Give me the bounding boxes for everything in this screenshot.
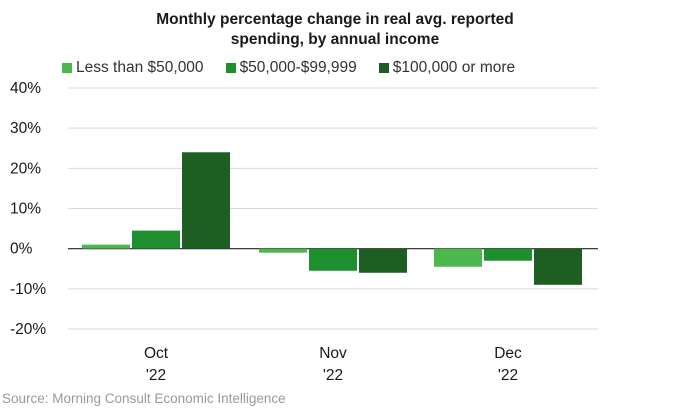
x-tick-label: Nov bbox=[319, 345, 347, 362]
legend-swatch-less-than-50k bbox=[62, 63, 72, 73]
bar-dec-series-0 bbox=[434, 248, 482, 267]
bar-nov-series-0 bbox=[259, 248, 307, 253]
bar-nov-series-2 bbox=[359, 248, 407, 273]
legend-label-50k-99k: $50,000-$99,999 bbox=[239, 59, 357, 76]
bar-nov-series-1 bbox=[309, 248, 357, 271]
legend-item-less-than-50k: Less than $50,000 bbox=[62, 59, 204, 77]
legend-item-50k-99k: $50,000-$99,999 bbox=[225, 59, 357, 77]
bar-dec-series-2 bbox=[534, 248, 582, 285]
legend: Less than $50,000 $50,000-$99,999 $100,0… bbox=[62, 58, 537, 78]
legend-swatch-50k-99k bbox=[225, 63, 236, 73]
source-note: Source: Morning Consult Economic Intelli… bbox=[2, 391, 286, 406]
chart-title: Monthly percentage change in real avg. r… bbox=[0, 10, 670, 50]
y-tick-label: -10% bbox=[10, 281, 46, 298]
bar-dec-series-1 bbox=[484, 248, 532, 261]
legend-item-100k-plus: $100,000 or more bbox=[378, 59, 516, 77]
x-tick-label: Dec bbox=[494, 345, 522, 362]
legend-label-less-than-50k: Less than $50,000 bbox=[76, 59, 204, 76]
x-tick-label: '22 bbox=[498, 367, 518, 384]
x-tick-label: Oct bbox=[144, 345, 169, 362]
legend-swatch-100k-plus bbox=[378, 63, 389, 73]
bar-oct-series-2 bbox=[182, 152, 230, 249]
x-tick-label: '22 bbox=[146, 367, 166, 384]
y-tick-label: 10% bbox=[10, 201, 41, 218]
y-tick-label: -20% bbox=[10, 321, 46, 338]
y-tick-label: 20% bbox=[10, 160, 41, 177]
x-tick-label: '22 bbox=[323, 367, 343, 384]
y-tick-label: 40% bbox=[10, 80, 41, 97]
legend-label-100k-plus: $100,000 or more bbox=[392, 59, 516, 76]
bar-oct-series-0 bbox=[82, 244, 130, 249]
chart-title-line-2: spending, by annual income bbox=[230, 31, 440, 48]
bar-oct-series-1 bbox=[132, 230, 180, 249]
y-tick-label: 0% bbox=[10, 241, 33, 258]
chart-title-line-1: Monthly percentage change in real avg. r… bbox=[156, 11, 514, 28]
y-tick-label: 30% bbox=[10, 120, 41, 137]
